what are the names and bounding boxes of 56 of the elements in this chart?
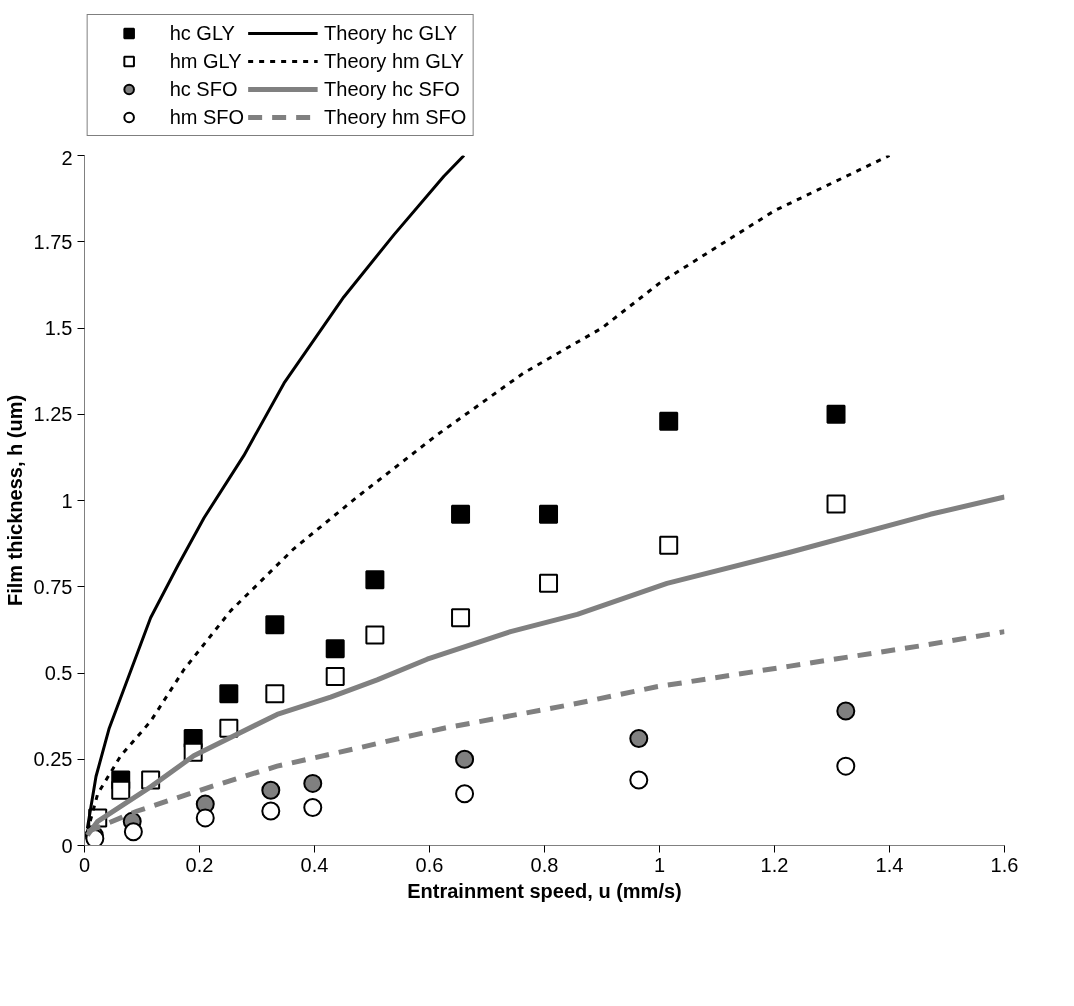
point <box>451 608 471 628</box>
point <box>195 808 215 828</box>
point <box>826 494 846 514</box>
point <box>325 639 345 659</box>
point <box>629 770 649 790</box>
y-tick-label: 1 <box>61 489 73 512</box>
point <box>539 573 559 593</box>
point <box>455 784 475 804</box>
point <box>836 701 856 721</box>
x-tick-label: 1.6 <box>990 853 1019 876</box>
legend-label: Theory hc SFO <box>324 77 460 101</box>
point <box>365 570 385 590</box>
point <box>659 535 679 555</box>
point <box>219 684 239 704</box>
x-tick-label: 0.2 <box>185 853 214 876</box>
x-tick-label: 0.4 <box>300 853 329 876</box>
point <box>111 780 131 800</box>
y-tick-label: 1.25 <box>33 403 73 426</box>
point <box>325 666 345 686</box>
point <box>659 411 679 431</box>
point <box>261 801 281 821</box>
point <box>836 756 856 776</box>
point <box>365 625 385 645</box>
point <box>265 615 285 635</box>
point <box>123 822 143 842</box>
y-tick-label: 0.75 <box>33 575 73 598</box>
point <box>265 684 285 704</box>
y-tick-label: 0.25 <box>33 748 73 771</box>
point <box>303 773 323 793</box>
x-axis-title: Entrainment speed, u (mm/s) <box>407 879 682 902</box>
y-tick-label: 1.75 <box>33 230 73 253</box>
legend-label: Theory hc GLY <box>324 21 458 45</box>
y-tick-label: 0 <box>61 834 73 857</box>
legend-label: hc GLY <box>169 21 235 45</box>
legend-label: Theory hm GLY <box>324 49 464 73</box>
legend-label: hm GLY <box>169 49 242 73</box>
y-tick-label: 2 <box>61 146 73 169</box>
point <box>303 798 323 818</box>
legend-label: hm SFO <box>169 105 245 129</box>
point <box>629 729 649 749</box>
point <box>826 404 846 424</box>
y-tick-label: 1.5 <box>44 317 73 339</box>
y-tick-label: 0.5 <box>44 662 73 684</box>
x-tick-label: 0.6 <box>415 853 444 876</box>
x-tick-label: 0.8 <box>530 853 559 876</box>
x-tick-label: 1 <box>653 853 666 876</box>
point <box>451 504 471 524</box>
x-tick-label: 1.4 <box>875 853 904 876</box>
x-tick-label: 0 <box>78 853 91 876</box>
point <box>261 780 281 800</box>
legend-label: hc SFO <box>169 77 238 101</box>
point <box>455 749 475 769</box>
x-tick-label: 1.2 <box>760 853 789 876</box>
point <box>539 504 559 524</box>
legend-label: Theory hm SFO <box>324 105 467 129</box>
y-axis-title: Film thickness, h (um) <box>3 394 26 607</box>
